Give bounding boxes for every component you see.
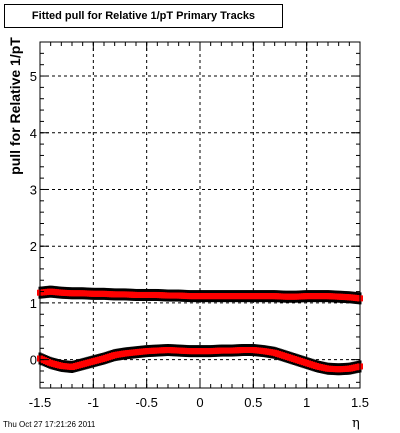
y-tick-label: 4: [30, 126, 37, 141]
x-tick-label: 0: [196, 395, 203, 410]
series-layer: [37, 285, 363, 376]
x-tick-label: -1: [88, 395, 100, 410]
y-tick-label: 3: [30, 182, 37, 197]
x-tick-label: -1.5: [29, 395, 51, 410]
series-0: [37, 285, 363, 305]
chart-title: Fitted pull for Relative 1/pT Primary Tr…: [4, 4, 283, 28]
series-1: [37, 343, 363, 376]
x-tick-label: 1: [303, 395, 310, 410]
x-tick-label: 0.5: [244, 395, 262, 410]
y-tick-label: 1: [30, 296, 37, 311]
y-tick-label: 0: [30, 353, 37, 368]
x-tick-label: -0.5: [135, 395, 157, 410]
grid: [40, 42, 360, 388]
x-tick-label: 1.5: [351, 395, 369, 410]
x-axis-label: η: [352, 416, 360, 431]
timestamp: Thu Oct 27 17:21:26 2011: [3, 420, 96, 429]
y-tick-label: 2: [30, 239, 37, 254]
y-tick-label: 5: [30, 69, 37, 84]
axes: -1.5 -1 -0.5 0 0.5 1 1.5 0 1 2 3 4 5: [29, 41, 369, 410]
